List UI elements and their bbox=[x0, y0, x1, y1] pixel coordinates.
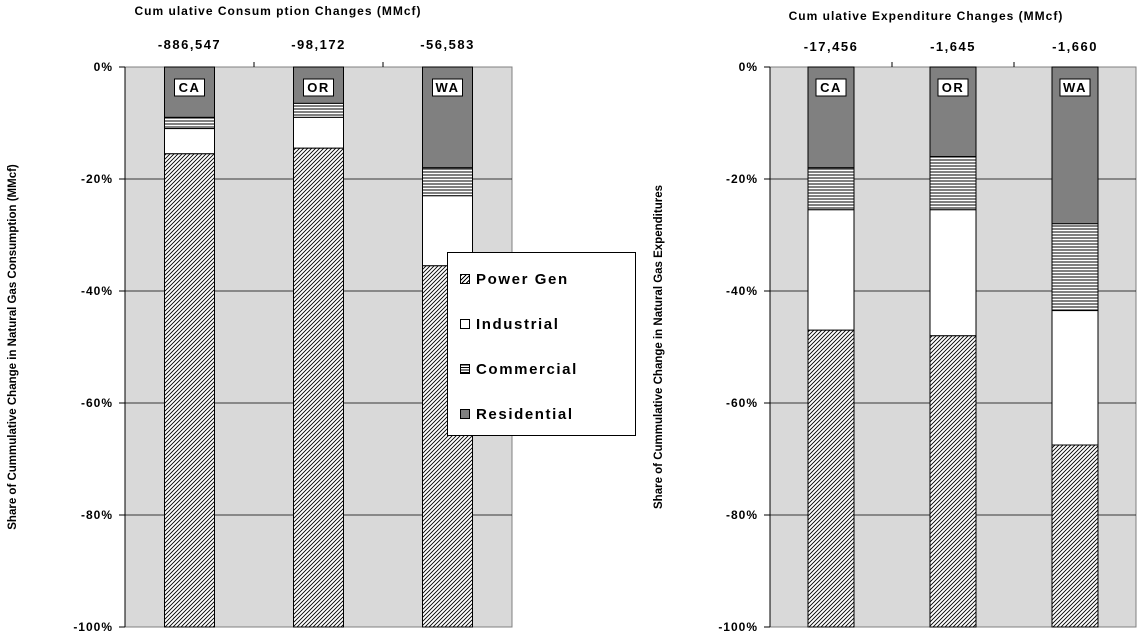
chart1-total-label: -56,583 bbox=[420, 37, 475, 52]
chart2-y-tick-label: 0% bbox=[739, 60, 758, 74]
chart2-bar-ca-power-gen bbox=[807, 329, 855, 628]
chart1-y-tick-label: -100% bbox=[73, 620, 113, 634]
chart2-bar-wa-industrial bbox=[1051, 310, 1099, 446]
chart1-y-tick-label: -80% bbox=[81, 508, 113, 522]
legend-item-industrial: Industrial bbox=[460, 314, 560, 334]
chart1-category-label-box bbox=[432, 78, 463, 97]
legend-swatch-commercial bbox=[460, 364, 470, 374]
chart2-y-tick-label: -100% bbox=[718, 620, 758, 634]
chart1-bar-ca-industrial bbox=[164, 128, 215, 155]
chart1-total-label: -98,172 bbox=[291, 37, 346, 52]
chart1-category-label-box bbox=[303, 78, 334, 97]
chart1-bar-or-power-gen bbox=[293, 147, 344, 628]
chart1-bar-or-industrial bbox=[293, 116, 344, 149]
chart1-bar-or-commercial bbox=[293, 102, 344, 118]
chart1-category-label-box bbox=[174, 78, 205, 97]
chart1-title: Cum ulative Consum ption Changes (MMcf) bbox=[134, 4, 421, 18]
legend-swatch-power-gen bbox=[460, 274, 470, 284]
chart2-bar-or-commercial bbox=[929, 156, 977, 211]
chart2-category-label-box bbox=[1059, 78, 1091, 97]
chart1-y-tick-label: -40% bbox=[81, 284, 113, 298]
chart1-y-tick-label: -20% bbox=[81, 172, 113, 186]
legend-label-industrial: Industrial bbox=[476, 315, 560, 333]
chart2-y-tick-label: -40% bbox=[726, 284, 758, 298]
chart2-total-label: -1,645 bbox=[930, 39, 976, 54]
legend-swatch-residential bbox=[460, 409, 470, 419]
chart2-bar-ca-commercial bbox=[807, 167, 855, 211]
chart2-bar-wa-power-gen bbox=[1051, 444, 1099, 628]
chart2-category-label-box bbox=[815, 78, 847, 97]
chart1-bar-ca-commercial bbox=[164, 116, 215, 130]
chart2-bar-ca-industrial bbox=[807, 209, 855, 331]
chart2-category-label-ca: CA bbox=[820, 80, 842, 95]
chart2-total-label: -1,660 bbox=[1052, 39, 1098, 54]
chart1-category-label-wa: WA bbox=[436, 80, 460, 95]
legend-label-commercial: Commercial bbox=[476, 360, 578, 378]
chart1-bar-ca-power-gen bbox=[164, 153, 215, 628]
chart2-bar-or-power-gen bbox=[929, 335, 977, 628]
legend-swatch-industrial bbox=[460, 319, 470, 329]
legend-label-power-gen: Power Gen bbox=[476, 270, 569, 288]
chart2-y-tick-label: -20% bbox=[726, 172, 758, 186]
legend-item-commercial: Commercial bbox=[460, 359, 578, 379]
chart2-total-label: -17,456 bbox=[804, 39, 859, 54]
legend-label-residential: Residential bbox=[476, 405, 574, 423]
chart2-category-label-wa: WA bbox=[1063, 80, 1087, 95]
legend-item-power-gen: Power Gen bbox=[460, 269, 569, 289]
chart2-y-axis-label: Share of Cummulative Change in Natural G… bbox=[653, 185, 665, 509]
chart2-category-label-box bbox=[937, 78, 969, 97]
chart1-total-label: -886,547 bbox=[158, 37, 221, 52]
chart1-y-axis-label: Share of Cummulative Change in Natural G… bbox=[7, 164, 19, 530]
chart2-y-tick-label: -60% bbox=[726, 396, 758, 410]
chart1-category-label-ca: CA bbox=[179, 80, 201, 95]
chart1-category-label-or: OR bbox=[307, 80, 330, 95]
chart2-y-tick-label: -80% bbox=[726, 508, 758, 522]
chart1-bar-wa-commercial bbox=[422, 167, 473, 197]
chart1-y-tick-label: 0% bbox=[94, 60, 113, 74]
chart2-category-label-or: OR bbox=[942, 80, 965, 95]
chart2-bar-wa-commercial bbox=[1051, 223, 1099, 312]
chart-legend: Power Gen Industrial Commercial Resident… bbox=[447, 252, 636, 436]
chart1-y-tick-label: -60% bbox=[81, 396, 113, 410]
chart2-bar-or-industrial bbox=[929, 209, 977, 337]
legend-item-residential: Residential bbox=[460, 404, 574, 424]
chart2-title: Cum ulative Expenditure Changes (MMcf) bbox=[789, 9, 1064, 23]
